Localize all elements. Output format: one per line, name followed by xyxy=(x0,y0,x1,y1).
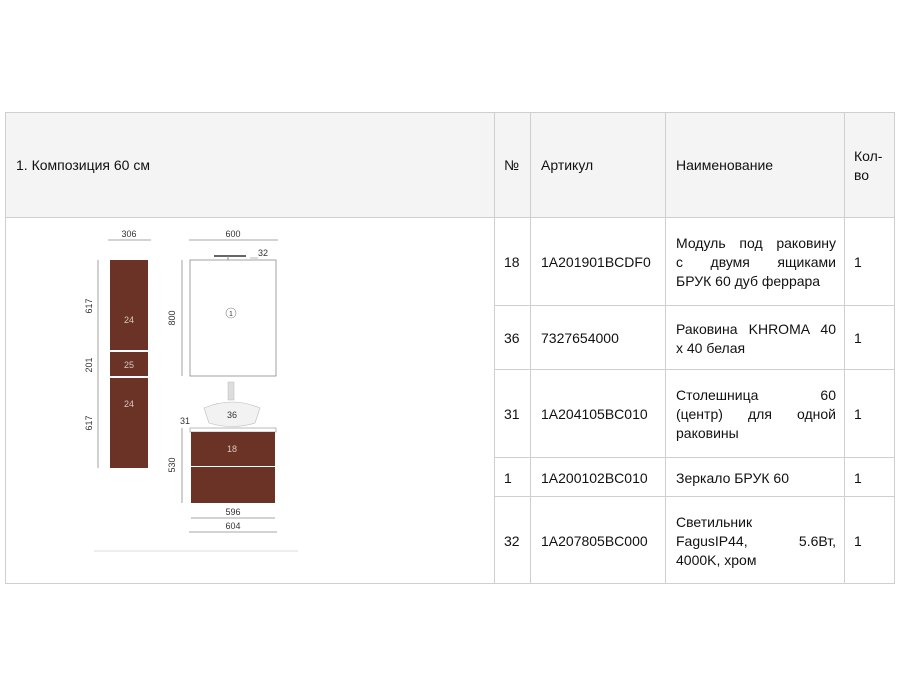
row-2-article-cell: 7327654000 xyxy=(530,305,666,370)
row-5-article: 1A207805BC000 xyxy=(541,533,648,549)
row-2-num: 36 xyxy=(504,330,520,346)
row-5-num: 32 xyxy=(504,533,520,549)
dim-mirror-height: 800 xyxy=(167,310,177,325)
sink-label: 36 xyxy=(227,410,237,420)
column-header-article: Артикул xyxy=(541,157,594,173)
row-5-num-cell: 32 xyxy=(494,496,531,584)
header-qty-cell: Кол- во xyxy=(844,112,895,218)
row-2-qty: 1 xyxy=(854,330,862,346)
row-3-qty-cell: 1 xyxy=(844,369,895,458)
row-4-num-cell: 1 xyxy=(494,457,531,497)
row-5-name-line: FagusIP44, 5.6Вт, xyxy=(676,533,836,549)
header-name-cell: Наименование xyxy=(665,112,845,218)
middle-cabinet-label: 25 xyxy=(124,360,134,370)
row-5-article-cell: 1A207805BC000 xyxy=(530,496,666,584)
row-4-qty: 1 xyxy=(854,470,862,486)
row-3-article: 1A204105BC010 xyxy=(541,406,648,422)
row-1-name-line: Модуль под раковину xyxy=(676,235,836,251)
row-2-name: Раковина KHROMA 40 х 40 белая xyxy=(676,320,836,358)
middle-column-cabinet xyxy=(110,352,148,376)
composition-table: 1. Композиция 60 см № Артикул Наименован… xyxy=(5,112,895,584)
vanity-bottom-drawer xyxy=(191,467,275,503)
header-num-cell: № xyxy=(494,112,531,218)
header-article-cell: Артикул xyxy=(530,112,666,218)
dim-lower-height: 617 xyxy=(84,415,94,430)
dim-top-offset: 31 xyxy=(180,416,190,426)
row-1-article-cell: 1A201901BCDF0 xyxy=(530,217,666,306)
row-4-num: 1 xyxy=(504,470,512,486)
dim-middle-height: 201 xyxy=(84,357,94,372)
row-1-name-line: с двумя ящиками xyxy=(676,254,836,270)
row-5-name-cell: Светильник FagusIP44, 5.6Вт, 4000K, хром xyxy=(665,496,845,584)
mirror-label: 1 xyxy=(229,311,233,318)
row-4-qty-cell: 1 xyxy=(844,457,895,497)
column-header-name: Наименование xyxy=(676,157,774,173)
furniture-drawing: 306 600 32 24 25 24 617 201 617 xyxy=(84,229,298,552)
row-1-qty: 1 xyxy=(854,254,862,270)
dim-mirror-width: 600 xyxy=(225,229,240,239)
row-1-name-line: БРУК 60 дуб феррара xyxy=(676,273,821,289)
row-3-name-line: Столешница 60 xyxy=(676,387,836,403)
row-3-qty: 1 xyxy=(854,406,862,422)
row-4-name: Зеркало БРУК 60 xyxy=(676,469,836,488)
dim-upper-height: 617 xyxy=(84,298,94,313)
row-1-name-cell: Модуль под раковину с двумя ящиками БРУК 6… xyxy=(665,217,845,306)
mirror xyxy=(189,259,277,377)
row-2-name-line: х 40 белая xyxy=(676,340,746,356)
row-3-name-line: раковины xyxy=(676,425,739,441)
upper-cabinet-label: 24 xyxy=(124,315,134,325)
row-4-article: 1A200102BC010 xyxy=(541,470,648,486)
row-1-num-cell: 18 xyxy=(494,217,531,306)
dim-inner-width: 596 xyxy=(225,507,240,517)
lower-column-cabinet xyxy=(110,378,148,468)
row-2-num-cell: 36 xyxy=(494,305,531,370)
row-2-article: 7327654000 xyxy=(541,330,619,346)
row-3-name-cell: Столешница 60 (центр) для одной раковины xyxy=(665,369,845,458)
row-3-num-cell: 31 xyxy=(494,369,531,458)
row-3-article-cell: 1A204105BC010 xyxy=(530,369,666,458)
dim-column-width: 306 xyxy=(121,229,136,239)
column-header-qty-2: во xyxy=(854,167,870,183)
row-4-name-line: Зеркало БРУК 60 xyxy=(676,470,789,486)
dim-lamp-offset: 32 xyxy=(258,248,268,258)
row-4-name-cell: Зеркало БРУК 60 xyxy=(665,457,845,497)
row-2-name-line: Раковина KHROMA 40 xyxy=(676,321,836,337)
row-5-qty-cell: 1 xyxy=(844,496,895,584)
row-2-qty-cell: 1 xyxy=(844,305,895,370)
row-3-num: 31 xyxy=(504,406,520,422)
row-1-article: 1A201901BCDF0 xyxy=(541,254,651,270)
drawing-cell: 306 600 32 24 25 24 617 201 617 xyxy=(5,217,495,584)
column-header-number: № xyxy=(504,157,520,173)
vanity-top-drawer xyxy=(191,432,275,466)
row-5-name-line: Светильник xyxy=(676,514,753,530)
row-2-name-cell: Раковина KHROMA 40 х 40 белая xyxy=(665,305,845,370)
row-1-num: 18 xyxy=(504,254,520,270)
column-header-qty-1: Кол- xyxy=(854,148,883,164)
vanity-label: 18 xyxy=(227,444,237,454)
row-5-qty: 1 xyxy=(854,533,862,549)
composition-title: 1. Композиция 60 см xyxy=(16,157,150,173)
row-1-name: Модуль под раковину с двумя ящиками БРУК 6… xyxy=(676,234,836,291)
row-1-qty-cell: 1 xyxy=(844,217,895,306)
header-title-cell: 1. Композиция 60 см xyxy=(5,112,495,218)
row-5-name-line: 4000K, хром xyxy=(676,552,757,568)
row-3-name-line: (центр) для одной xyxy=(676,406,836,422)
row-5-name: Светильник FagusIP44, 5.6Вт, 4000K, хром xyxy=(676,513,836,570)
sink xyxy=(203,401,261,427)
upper-column-cabinet xyxy=(110,260,148,350)
dim-outer-width: 604 xyxy=(225,521,240,531)
row-4-article-cell: 1A200102BC010 xyxy=(530,457,666,497)
lower-cabinet-label: 24 xyxy=(124,399,134,409)
dim-cabinet-height: 530 xyxy=(167,457,177,472)
row-3-name: Столешница 60 (центр) для одной раковины xyxy=(676,386,836,443)
